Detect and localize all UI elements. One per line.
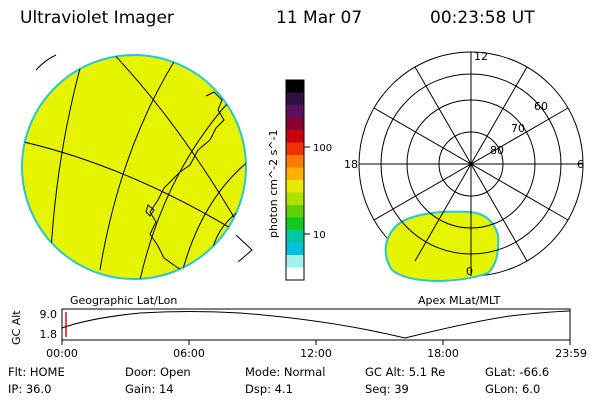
- y-tick-label: 9.0: [40, 308, 58, 321]
- ip-value: IP: 36.0: [8, 382, 52, 396]
- mlat-label-80: 80: [490, 144, 504, 157]
- colorbar-units-label: photon cm^-2 s^-1: [267, 129, 280, 238]
- geo-meridian: [99, 59, 176, 271]
- colorbar-cell: [286, 130, 304, 143]
- colorbar-cell: [286, 155, 304, 168]
- mode-status: Mode: Normal: [245, 365, 326, 379]
- colorbar-cell: [286, 205, 304, 218]
- geo-meridian: [179, 159, 246, 279]
- door-status: Door: Open: [125, 365, 191, 379]
- x-tick-label: 12:00: [300, 347, 332, 360]
- geo-panel-caption: Geographic Lat/Lon: [70, 294, 177, 307]
- colorbar-cell: [286, 80, 304, 93]
- colorbar-tick-label: 100: [313, 143, 332, 154]
- geo-latitude: GLat: -66.6: [485, 365, 550, 379]
- altitude-plot-frame: [61, 308, 571, 341]
- gain-value: Gain: 14: [125, 382, 174, 396]
- geo-meridian: [139, 94, 236, 279]
- x-tick-label: 23:59: [555, 347, 587, 360]
- colorbar-cell: [286, 117, 304, 131]
- colorbar-cell: [286, 167, 304, 181]
- mlat-label-70: 70: [511, 122, 525, 135]
- colorbar-cell: [286, 180, 304, 193]
- dsp-value: Dsp: 4.1: [245, 382, 293, 396]
- altitude-axis-label: GC Alt: [10, 310, 23, 345]
- geo-parallel: [99, 55, 246, 246]
- apex-polar-plot: 12 18 6 0 60 70 80: [344, 50, 584, 283]
- x-tick-label: 18:00: [427, 347, 459, 360]
- geo-parallel: [22, 139, 246, 241]
- time-label: 00:23:58 UT: [430, 8, 535, 28]
- colorbar-cell: [286, 267, 304, 281]
- apex-aurora-region: [384, 210, 500, 283]
- colorbar-cell: [286, 105, 304, 118]
- mlt-label-18: 18: [344, 158, 358, 171]
- geo-grid-edge: [235, 234, 253, 263]
- y-tick-label: 1.8: [40, 328, 58, 341]
- colorbar-cell: [286, 255, 304, 268]
- x-tick-label: 06:00: [173, 347, 205, 360]
- colorbar-cell: [286, 242, 304, 256]
- island-outline: [145, 204, 155, 217]
- geo-meridian-outside: [35, 54, 57, 71]
- mlt-label-0: 0: [466, 265, 473, 278]
- colorbar-cell: [286, 217, 304, 231]
- sequence-number: Seq: 39: [365, 382, 409, 396]
- colorbar-cell: [286, 142, 304, 156]
- apex-spoke: [373, 107, 569, 221]
- gc-altitude: GC Alt: 5.1 Re: [365, 365, 446, 379]
- instrument-title: Ultraviolet Imager: [20, 8, 174, 28]
- geographic-panel: [21, 54, 253, 280]
- colorbar: 100 10 photon cm^-2 s^-1: [267, 79, 332, 281]
- apex-panel-caption: Apex MLat/MLT: [418, 294, 501, 307]
- x-tick-label: 00:00: [46, 347, 78, 360]
- geo-aurora-disk: [21, 54, 247, 280]
- mlt-label-12: 12: [474, 50, 488, 63]
- mlat-label-60: 60: [534, 100, 548, 113]
- colorbar-tick-label: 10: [313, 230, 326, 241]
- date-label: 11 Mar 07: [276, 8, 363, 28]
- colorbar-frame: [285, 79, 305, 281]
- colorbar-cell: [286, 192, 304, 206]
- altitude-curve: [61, 310, 571, 339]
- flight-status: Flt: HOME: [8, 365, 65, 379]
- colorbar-cell: [286, 230, 304, 243]
- colorbar-cell: [286, 92, 304, 106]
- geo-parallel: [210, 209, 241, 279]
- altitude-plot: 9.0 1.8 GC Alt 00:00 06:00 12:00 18:00 2…: [10, 308, 587, 360]
- mlt-label-6: 6: [577, 158, 584, 171]
- geo-longitude: GLon: 6.0: [485, 382, 541, 396]
